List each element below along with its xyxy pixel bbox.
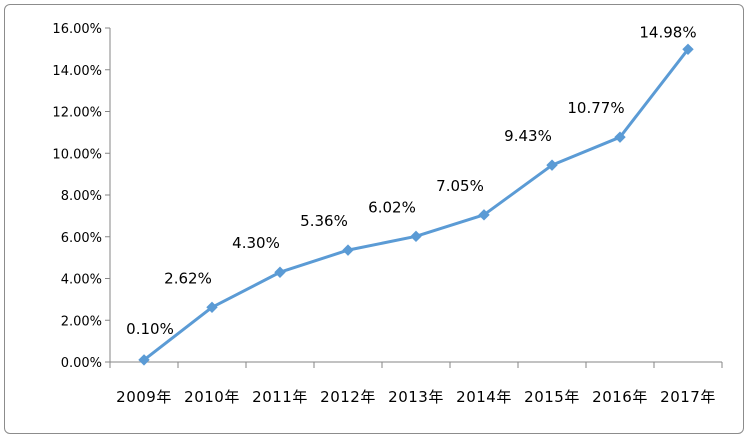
data-point	[478, 209, 490, 221]
y-tick-label: 8.00%	[61, 189, 102, 204]
data-label: 9.43%	[504, 127, 552, 145]
data-label: 6.02%	[368, 198, 416, 216]
y-tick-label: 16.00%	[52, 22, 102, 37]
x-tick-label: 2009年	[116, 388, 172, 406]
x-tick-label: 2016年	[592, 388, 648, 406]
y-tick-label: 12.00%	[52, 106, 102, 121]
x-tick-label: 2010年	[184, 388, 240, 406]
x-tick-label: 2017年	[660, 388, 716, 406]
data-point	[274, 266, 286, 278]
data-point	[138, 354, 150, 366]
data-point	[546, 159, 558, 171]
data-label: 0.10%	[126, 320, 174, 338]
data-label: 5.36%	[300, 212, 348, 230]
data-label: 14.98%	[639, 23, 696, 41]
y-tick-label: 6.00%	[61, 231, 102, 246]
data-label: 10.77%	[567, 99, 624, 117]
x-tick-label: 2015年	[524, 388, 580, 406]
data-point	[206, 301, 218, 314]
x-tick-label: 2014年	[456, 388, 512, 406]
data-label: 7.05%	[436, 177, 484, 195]
series-line	[143, 48, 690, 362]
data-point	[342, 244, 354, 256]
x-tick-label: 2011年	[252, 388, 308, 406]
y-tick-label: 14.00%	[52, 64, 102, 79]
y-tick-label: 2.00%	[61, 314, 102, 329]
data-label: 2.62%	[164, 269, 212, 287]
x-tick-label: 2013年	[388, 388, 444, 406]
x-tick-label: 2012年	[320, 388, 376, 406]
y-tick-label: 4.00%	[61, 273, 102, 288]
data-point	[682, 43, 694, 55]
y-tick-label: 0.00%	[61, 356, 102, 371]
y-tick-label: 10.00%	[52, 147, 102, 162]
data-point	[410, 230, 422, 243]
data-label: 4.30%	[232, 234, 280, 252]
data-point	[614, 131, 626, 143]
